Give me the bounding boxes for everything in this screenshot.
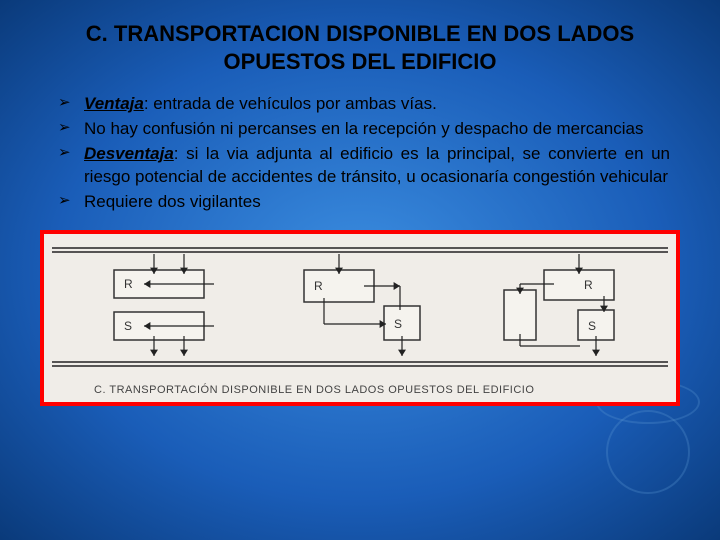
bullet-lead: Ventaja xyxy=(84,94,144,113)
bullet-text: Requiere dos vigilantes xyxy=(84,192,261,211)
svg-text:R: R xyxy=(584,278,593,292)
bullet-text: entrada de vehículos por ambas vías. xyxy=(153,94,437,113)
slide-title: C. TRANSPORTACION DISPONIBLE EN DOS LADO… xyxy=(50,20,670,75)
bullet-list: Ventaja: entrada de vehículos por ambas … xyxy=(50,93,670,214)
svg-text:R: R xyxy=(124,277,133,291)
svg-text:S: S xyxy=(588,319,596,333)
bullet-item: Requiere dos vigilantes xyxy=(58,191,670,214)
bullet-lead: Desventaja xyxy=(84,144,174,163)
svg-text:R: R xyxy=(314,279,323,293)
svg-text:S: S xyxy=(124,319,132,333)
bullet-item: No hay confusión ni percanses en la rece… xyxy=(58,118,670,141)
bullet-sep: : xyxy=(144,94,153,113)
figure-frame: R S R S R S C. TRANSPORTACIÓN DISPONIBLE EN D… xyxy=(40,230,680,406)
svg-text:S: S xyxy=(394,317,402,331)
bullet-sep: : xyxy=(174,144,186,163)
bullet-item: Ventaja: entrada de vehículos por ambas … xyxy=(58,93,670,116)
diagram-svg: R S R S R S xyxy=(44,234,676,402)
figure-caption: C. TRANSPORTACIÓN DISPONIBLE EN DOS LADO… xyxy=(94,384,534,396)
slide-content: C. TRANSPORTACION DISPONIBLE EN DOS LADO… xyxy=(0,0,720,214)
bullet-text: No hay confusión ni percanses en la rece… xyxy=(84,119,643,138)
diagram-figure: R S R S R S C. TRANSPORTACIÓN DISPONIBLE EN D… xyxy=(44,234,676,402)
bullet-item: Desventaja: si la via adjunta al edifici… xyxy=(58,143,670,189)
